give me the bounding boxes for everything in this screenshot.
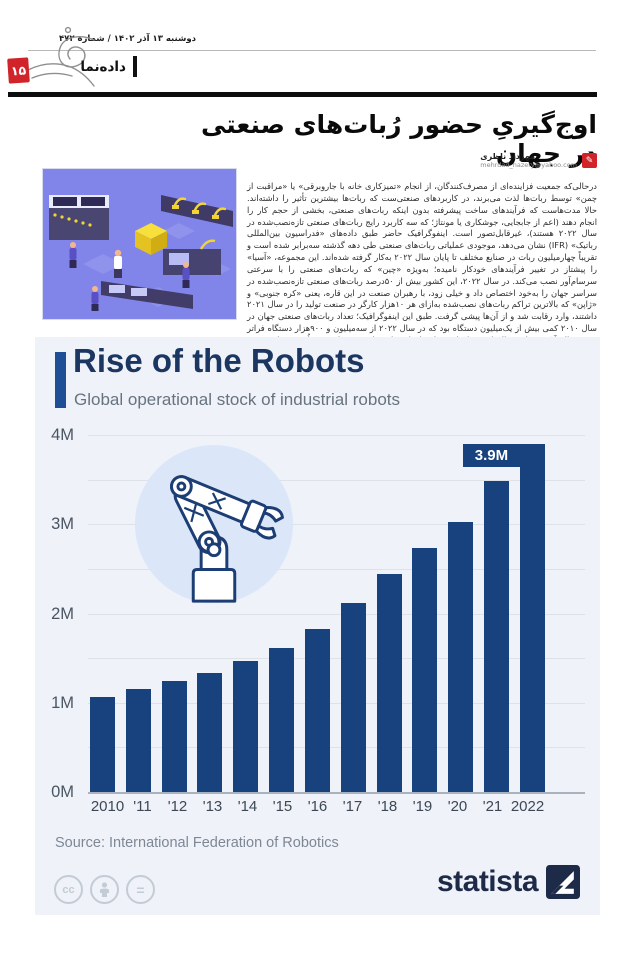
bar-16 <box>304 628 330 792</box>
statista-wordmark: statista <box>436 865 539 898</box>
byline: ✎ مهرداد ناظری mehrdad_nazery@yahoo.com <box>480 152 597 169</box>
bar-17 <box>340 602 366 792</box>
statista-logo-icon <box>546 865 580 899</box>
newspaper-logo <box>27 26 95 87</box>
x-tick-label: '15 <box>272 798 293 815</box>
license-icons: cc = <box>54 875 155 904</box>
pen-icon: ✎ <box>582 153 597 168</box>
bar-18 <box>376 574 402 792</box>
y-tick-label: 1M <box>51 693 74 712</box>
section-divider-bar <box>133 56 137 77</box>
bar-15 <box>269 648 295 792</box>
section-title: داده‌نما <box>80 58 126 75</box>
robot-arm-icon <box>134 444 294 604</box>
y-tick-label: 4M <box>51 426 74 444</box>
bar-14 <box>233 660 259 792</box>
worker-figures <box>69 242 190 311</box>
x-tick-label: '14 <box>237 798 258 815</box>
cc-by-person-icon <box>90 875 119 904</box>
bar-21 <box>484 481 510 792</box>
x-tick-label: '20 <box>447 798 468 815</box>
x-tick-label: 2010 <box>90 798 125 815</box>
x-tick-label: '13 <box>202 798 223 815</box>
author-name: مهرداد ناظری <box>480 152 536 161</box>
bar-12 <box>161 681 187 792</box>
brand: statista <box>437 865 580 899</box>
page-number-badge: ۱۵ <box>7 57 30 84</box>
y-tick-label: 0M <box>51 783 74 801</box>
masthead-divider <box>28 50 596 51</box>
x-tick-label: 2022 <box>510 798 545 815</box>
source-text: Source: International Federation of Robo… <box>55 835 339 851</box>
data-label-badge: 3.9M <box>462 443 520 467</box>
chart-title: Rise of the Robots <box>73 342 365 379</box>
bar-11 <box>125 689 151 792</box>
header-thick-rule <box>8 92 597 97</box>
bar-19 <box>412 548 438 792</box>
x-tick-label: '16 <box>307 798 328 815</box>
x-tick-label: '17 <box>342 798 363 815</box>
bar-20 <box>448 522 474 792</box>
gridline <box>88 747 585 749</box>
gridline <box>88 702 585 704</box>
gridline <box>88 568 585 570</box>
title-accent-bar <box>55 352 66 408</box>
x-tick-label: '19 <box>412 798 433 815</box>
y-tick-label: 2M <box>51 604 74 623</box>
plot-area: 4M 3M 2M 1M 0M <box>51 426 585 815</box>
bars: 3.9M <box>90 435 545 792</box>
bar-13 <box>197 673 223 792</box>
cc-nd-icon: = <box>126 875 155 904</box>
x-tick-label: '11 <box>133 798 152 815</box>
gridline <box>88 613 585 615</box>
cc-icon: cc <box>54 875 83 904</box>
infographic-card: Rise of the Robots Global operational st… <box>35 337 600 915</box>
gridline <box>88 435 585 436</box>
x-axis-labels: 2010 '11 '12 '13 '14 '15 '16 '17 '18 '19 '20 '21 202… <box>90 798 545 815</box>
x-tick-label: '21 <box>482 798 503 815</box>
bar-2010 <box>90 697 115 792</box>
article-headline: اوج‌گیریِ حضور رُبات‌های صنعتی در جهان <box>200 110 597 168</box>
y-tick-label: 3M <box>51 515 74 534</box>
chart-subtitle: Global operational stock of industrial r… <box>74 390 401 409</box>
y-axis-labels: 4M 3M 2M 1M 0M <box>38 426 80 801</box>
gridline <box>88 658 585 660</box>
section-row: داده‌نما <box>0 56 137 77</box>
article-body: درحالی‌که جمعیت فزاینده‌ای از مصرف‌کنندگ… <box>247 181 598 357</box>
x-tick-label: '12 <box>167 798 188 815</box>
author-email: mehrdad_nazery@yahoo.com <box>480 161 577 169</box>
factory-illustration <box>42 168 237 320</box>
gridline <box>88 479 585 481</box>
x-tick-label: '18 <box>377 798 398 815</box>
gridline <box>88 524 585 526</box>
bar-2022: 3.9M <box>462 443 545 792</box>
